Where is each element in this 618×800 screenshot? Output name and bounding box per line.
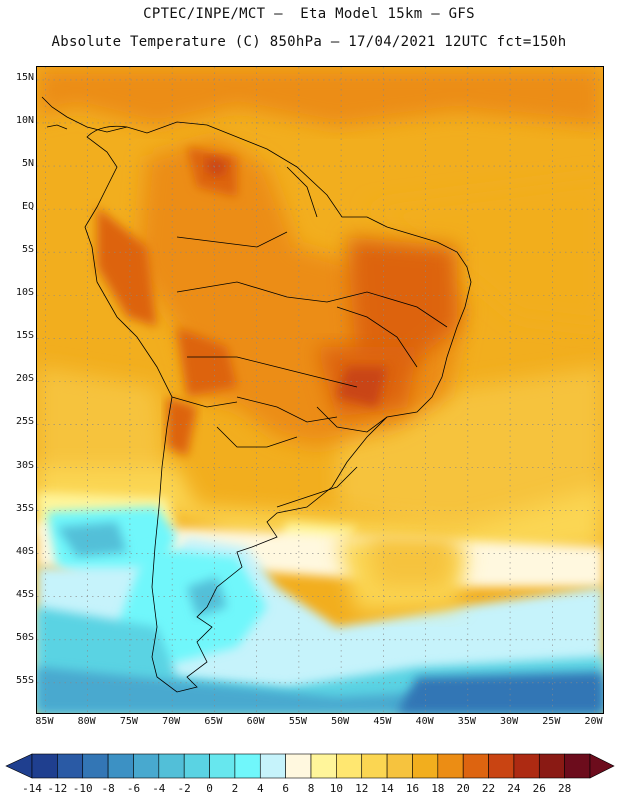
colorbar-label: -2: [177, 782, 191, 795]
colorbar-label: 8: [307, 782, 315, 795]
lon-label: 75W: [119, 716, 138, 727]
lon-label: 30W: [500, 716, 519, 727]
lat-label: 10S: [15, 287, 34, 299]
colorbar: [5, 753, 615, 779]
lat-label: 35S: [15, 502, 34, 514]
colorbar-label: 10: [329, 782, 343, 795]
lat-label: 15N: [15, 71, 34, 83]
lat-label: 40S: [15, 545, 34, 557]
colorbar-swatch: [209, 753, 236, 779]
lon-label: 45W: [373, 716, 392, 727]
colorbar-label: 18: [431, 782, 445, 795]
colorbar-label: 28: [558, 782, 572, 795]
colorbar-label: 6: [282, 782, 289, 795]
colorbar-swatch: [57, 753, 84, 779]
colorbar-swatch: [513, 753, 540, 779]
lon-label: 80W: [77, 716, 96, 727]
lon-label: 40W: [415, 716, 434, 727]
colorbar-swatch: [488, 753, 515, 779]
lat-label: 5S: [21, 244, 34, 256]
colorbar-swatch: [564, 753, 591, 779]
lon-label: 35W: [457, 716, 476, 727]
colorbar-arrow-left: [5, 753, 33, 779]
lat-label: 25S: [15, 416, 34, 428]
colorbar-swatch: [412, 753, 439, 779]
lat-label: 55S: [15, 674, 34, 686]
colorbar-arrow-right: [589, 753, 615, 779]
lat-label: 5N: [21, 158, 34, 170]
colorbar-label: 2: [231, 782, 239, 795]
colorbar-swatch: [183, 753, 210, 779]
chart-subtitle: Absolute Temperature (C) 850hPa – 17/04/…: [51, 34, 567, 50]
lat-label: 30S: [15, 459, 34, 471]
lat-label: 10N: [15, 114, 34, 126]
lon-label: 20W: [584, 716, 603, 727]
lon-label: 65W: [204, 716, 223, 727]
colorbar-swatch: [386, 753, 413, 779]
lat-label: 50S: [15, 631, 34, 643]
colorbar-swatch: [437, 753, 464, 779]
colorbar-swatch: [82, 753, 109, 779]
colorbar-label: -6: [126, 782, 141, 795]
colorbar-label: 20: [456, 782, 470, 795]
colorbar-label: -10: [72, 782, 93, 795]
colorbar-label: -12: [47, 782, 68, 795]
coastlines-and-borders: [41, 96, 472, 693]
colorbar-swatch: [259, 753, 286, 779]
colorbar-label: 0: [206, 782, 213, 795]
lon-label: 25W: [542, 716, 561, 727]
lon-label: 50W: [331, 716, 350, 727]
colorbar-swatch: [31, 753, 58, 779]
chart-title: CPTEC/INPE/MCT – Eta Model 15km – GFS: [143, 6, 475, 22]
lon-label: 70W: [162, 716, 181, 727]
lat-label: EQ: [21, 201, 34, 213]
lat-label: 20S: [15, 373, 34, 385]
colorbar-label: 14: [380, 782, 394, 795]
colorbar-label: 16: [405, 782, 420, 795]
colorbar-swatch: [538, 753, 565, 779]
colorbar-label: -14: [22, 782, 42, 795]
colorbar-label: 24: [507, 782, 521, 795]
colorbar-swatch: [285, 753, 312, 779]
lon-label: 55W: [288, 716, 307, 727]
colorbar-label: 12: [355, 782, 369, 795]
colorbar-label: 4: [256, 782, 264, 795]
temperature-contours: [37, 67, 603, 713]
colorbar-label: -4: [152, 782, 166, 795]
lat-label: 15S: [15, 330, 34, 342]
colorbar-swatch: [234, 753, 261, 779]
colorbar-label: -8: [101, 782, 115, 795]
lon-label: 85W: [35, 716, 54, 727]
colorbar-swatch: [107, 753, 134, 779]
lat-label: 45S: [15, 588, 34, 600]
temperature-map: [36, 66, 604, 714]
colorbar-swatch: [462, 753, 489, 779]
colorbar-swatch: [361, 753, 388, 779]
lat-lon-grid: [37, 67, 603, 713]
colorbar-swatch: [336, 753, 363, 779]
lon-label: 60W: [246, 716, 265, 727]
colorbar-swatch: [133, 753, 160, 779]
colorbar-swatch: [310, 753, 337, 779]
colorbar-swatch: [158, 753, 185, 779]
colorbar-label: 22: [481, 782, 496, 795]
colorbar-label: 26: [532, 782, 546, 795]
